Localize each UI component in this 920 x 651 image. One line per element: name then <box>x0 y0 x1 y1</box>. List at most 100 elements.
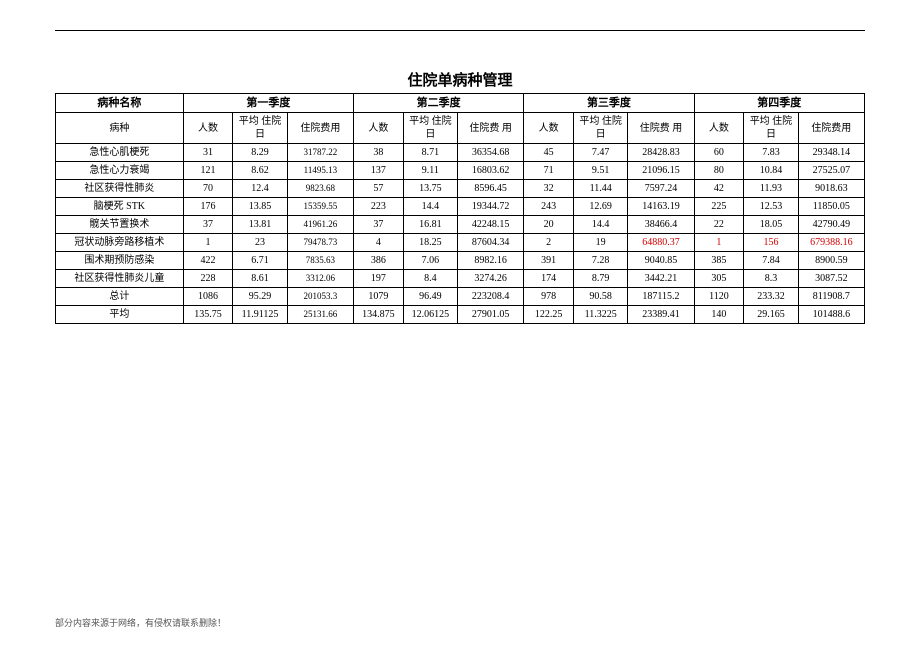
cell-value: 9.51 <box>573 162 627 180</box>
cell-value: 9018.63 <box>798 180 864 198</box>
table-row: 急性心肌梗死318.2931787.22388.7136354.68457.47… <box>56 144 865 162</box>
cell-name: 急性心力衰竭 <box>56 162 184 180</box>
th-q4: 第四季度 <box>694 94 864 113</box>
cell-value: 137 <box>354 162 404 180</box>
cell-value: 201053.3 <box>287 288 353 306</box>
cell-value: 10.84 <box>744 162 798 180</box>
cell-value: 60 <box>694 144 744 162</box>
cell-value: 25131.66 <box>287 306 353 324</box>
page-title: 住院单病种管理 <box>55 69 865 90</box>
cell-value: 14.4 <box>403 198 457 216</box>
cell-value: 1 <box>694 234 744 252</box>
cell-value: 41961.26 <box>287 216 353 234</box>
cell-value: 70 <box>183 180 233 198</box>
cell-value: 6.71 <box>233 252 287 270</box>
cell-value: 8.61 <box>233 270 287 288</box>
cell-value: 197 <box>354 270 404 288</box>
cell-value: 13.85 <box>233 198 287 216</box>
cell-value: 18.25 <box>403 234 457 252</box>
cell-value: 11.93 <box>744 180 798 198</box>
cell-value: 8900.59 <box>798 252 864 270</box>
th-q1-people: 人数 <box>183 113 233 144</box>
th-q3-days: 平均 住院日 <box>573 113 627 144</box>
cell-value: 27525.07 <box>798 162 864 180</box>
cell-value: 37 <box>183 216 233 234</box>
cell-value: 96.49 <box>403 288 457 306</box>
cell-value: 42248.15 <box>458 216 524 234</box>
cell-value: 391 <box>524 252 574 270</box>
cell-value: 29.165 <box>744 306 798 324</box>
th-q4-people: 人数 <box>694 113 744 144</box>
table-row: 围术期预防感染4226.717835.633867.068982.163917.… <box>56 252 865 270</box>
table-row: 总计108695.29201053.3107996.49223208.49789… <box>56 288 865 306</box>
cell-value: 156 <box>744 234 798 252</box>
cell-name: 社区获得性肺炎 <box>56 180 184 198</box>
th-q2: 第二季度 <box>354 94 524 113</box>
cell-value: 71 <box>524 162 574 180</box>
cell-value: 15359.55 <box>287 198 353 216</box>
cell-value: 16803.62 <box>458 162 524 180</box>
cell-value: 225 <box>694 198 744 216</box>
cell-value: 42 <box>694 180 744 198</box>
cell-value: 134.875 <box>354 306 404 324</box>
cell-value: 1 <box>183 234 233 252</box>
cell-value: 8982.16 <box>458 252 524 270</box>
cell-value: 174 <box>524 270 574 288</box>
cell-value: 27901.05 <box>458 306 524 324</box>
cell-value: 978 <box>524 288 574 306</box>
cell-value: 13.75 <box>403 180 457 198</box>
cell-value: 11850.05 <box>798 198 864 216</box>
cell-value: 23389.41 <box>628 306 694 324</box>
cell-value: 228 <box>183 270 233 288</box>
cell-value: 90.58 <box>573 288 627 306</box>
cell-value: 140 <box>694 306 744 324</box>
cell-value: 7835.63 <box>287 252 353 270</box>
th-q2-days: 平均 住院日 <box>403 113 457 144</box>
cell-value: 8.62 <box>233 162 287 180</box>
cell-value: 37 <box>354 216 404 234</box>
cell-value: 3312.06 <box>287 270 353 288</box>
cell-value: 12.06125 <box>403 306 457 324</box>
cell-value: 8.71 <box>403 144 457 162</box>
cell-value: 3274.26 <box>458 270 524 288</box>
cell-value: 8.79 <box>573 270 627 288</box>
cell-value: 31787.22 <box>287 144 353 162</box>
cell-value: 79478.73 <box>287 234 353 252</box>
cell-value: 7.06 <box>403 252 457 270</box>
cell-value: 7.47 <box>573 144 627 162</box>
cell-value: 18.05 <box>744 216 798 234</box>
cell-name: 平均 <box>56 306 184 324</box>
cell-value: 679388.16 <box>798 234 864 252</box>
cell-value: 36354.68 <box>458 144 524 162</box>
cell-value: 11.44 <box>573 180 627 198</box>
th-q2-people: 人数 <box>354 113 404 144</box>
cell-value: 32 <box>524 180 574 198</box>
cell-value: 64880.37 <box>628 234 694 252</box>
cell-value: 57 <box>354 180 404 198</box>
cell-value: 7.84 <box>744 252 798 270</box>
table-row: 社区获得性肺炎儿童2288.613312.061978.43274.261748… <box>56 270 865 288</box>
disease-table: 病种名称 第一季度 第二季度 第三季度 第四季度 病种 人数 平均 住院日 住院… <box>55 93 865 324</box>
th-name: 病种名称 <box>56 94 184 113</box>
cell-value: 16.81 <box>403 216 457 234</box>
cell-value: 38466.4 <box>628 216 694 234</box>
table-row: 冠状动脉旁路移植术12379478.73418.2587604.34219648… <box>56 234 865 252</box>
cell-value: 8.4 <box>403 270 457 288</box>
cell-value: 87604.34 <box>458 234 524 252</box>
cell-value: 29348.14 <box>798 144 864 162</box>
cell-value: 22 <box>694 216 744 234</box>
cell-value: 13.81 <box>233 216 287 234</box>
cell-value: 1079 <box>354 288 404 306</box>
cell-value: 122.25 <box>524 306 574 324</box>
table-row: 社区获得性肺炎7012.49823.685713.758596.453211.4… <box>56 180 865 198</box>
cell-value: 3087.52 <box>798 270 864 288</box>
cell-value: 12.4 <box>233 180 287 198</box>
cell-value: 187115.2 <box>628 288 694 306</box>
th-q3: 第三季度 <box>524 94 694 113</box>
cell-value: 223 <box>354 198 404 216</box>
cell-value: 7.83 <box>744 144 798 162</box>
cell-value: 386 <box>354 252 404 270</box>
cell-value: 223208.4 <box>458 288 524 306</box>
cell-value: 8.3 <box>744 270 798 288</box>
cell-value: 7597.24 <box>628 180 694 198</box>
